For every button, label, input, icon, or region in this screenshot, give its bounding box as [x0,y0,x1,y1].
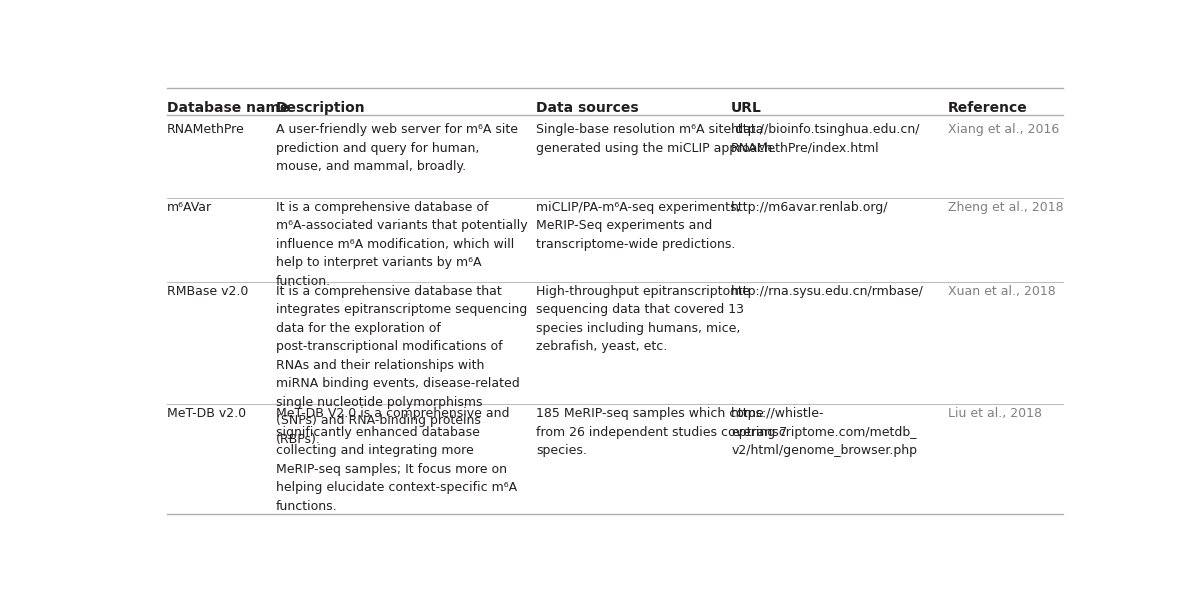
Text: Data sources: Data sources [536,101,638,116]
Text: https://whistle-
eptranscriptome.com/metdb_
v2/html/genome_browser.php: https://whistle- eptranscriptome.com/met… [731,408,917,458]
Text: High-throughput epitranscriptome
sequencing data that covered 13
species includi: High-throughput epitranscriptome sequenc… [536,285,750,353]
Text: Xiang et al., 2016: Xiang et al., 2016 [948,123,1060,136]
Text: Reference: Reference [948,101,1027,116]
Text: MeT-DB V2.0 is a comprehensive and
significantly enhanced database
collecting an: MeT-DB V2.0 is a comprehensive and signi… [276,408,517,513]
Text: RMBase v2.0: RMBase v2.0 [167,285,248,298]
Text: Single-base resolution m⁶A site data
generated using the miCLIP approach.: Single-base resolution m⁶A site data gen… [536,123,776,155]
Text: A user-friendly web server for m⁶A site
prediction and query for human,
mouse, a: A user-friendly web server for m⁶A site … [276,123,517,173]
Text: Xuan et al., 2018: Xuan et al., 2018 [948,285,1056,298]
Text: miCLIP/PA-m⁶A-seq experiments,
MeRIP-Seq experiments and
transcriptome-wide pred: miCLIP/PA-m⁶A-seq experiments, MeRIP-Seq… [536,201,740,251]
Text: http://bioinfo.tsinghua.edu.cn/
RNAMethPre/index.html: http://bioinfo.tsinghua.edu.cn/ RNAMethP… [731,123,920,155]
Text: Database name: Database name [167,101,289,116]
Text: Description: Description [276,101,365,116]
Text: http://rna.sysu.edu.cn/rmbase/: http://rna.sysu.edu.cn/rmbase/ [731,285,924,298]
Text: 185 MeRIP-seq samples which come
from 26 independent studies covering 7
species.: 185 MeRIP-seq samples which come from 26… [536,408,787,458]
Text: It is a comprehensive database of
m⁶A-associated variants that potentially
influ: It is a comprehensive database of m⁶A-as… [276,201,527,288]
Text: m⁶AVar: m⁶AVar [167,201,212,214]
Text: http://m6avar.renlab.org/: http://m6avar.renlab.org/ [731,201,889,214]
Text: It is a comprehensive database that
integrates epitranscriptome sequencing
data : It is a comprehensive database that inte… [276,285,527,446]
Text: Liu et al., 2018: Liu et al., 2018 [948,408,1042,420]
Text: MeT-DB v2.0: MeT-DB v2.0 [167,408,246,420]
Text: Zheng et al., 2018: Zheng et al., 2018 [948,201,1063,214]
Text: URL: URL [731,101,762,116]
Text: RNAMethPre: RNAMethPre [167,123,245,136]
